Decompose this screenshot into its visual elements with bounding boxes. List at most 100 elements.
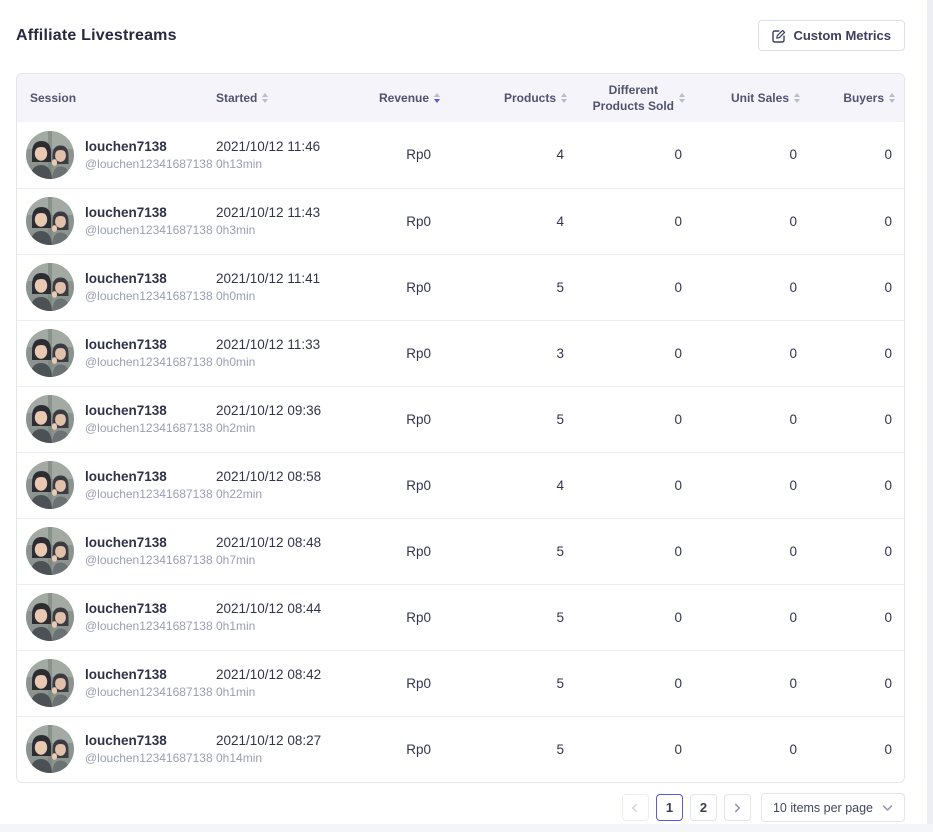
products-value: 4 <box>556 147 564 163</box>
column-header-started[interactable]: Started <box>202 74 365 122</box>
table-row[interactable]: louchen7138 @louchen12341687138 2021/10/… <box>17 517 904 584</box>
avatar <box>26 197 74 245</box>
sort-icon <box>262 93 269 104</box>
session-cell: louchen7138 @louchen12341687138 <box>26 725 213 774</box>
stream-duration: 0h14min <box>216 751 263 766</box>
unit-sales-value: 0 <box>694 319 809 386</box>
session-handle: @louchen12341687138 <box>85 421 213 435</box>
avatar <box>26 659 74 707</box>
buyers-value: 0 <box>809 253 904 320</box>
session-username: louchen7138 <box>85 403 167 418</box>
avatar <box>26 461 74 509</box>
avatar <box>26 329 74 377</box>
products-value: 5 <box>443 649 576 716</box>
session-username: louchen7138 <box>85 469 167 484</box>
custom-metrics-label: Custom Metrics <box>793 28 891 43</box>
table-row[interactable]: louchen7138 @louchen12341687138 2021/10/… <box>17 583 904 650</box>
different-products-sold-value: 0 <box>576 451 694 518</box>
stream-duration: 0h13min <box>216 156 263 171</box>
session-handle: @louchen12341687138 <box>85 487 213 501</box>
chevron-down-icon <box>882 801 893 815</box>
unit-sales-value: 0 <box>694 583 809 650</box>
table-row[interactable]: louchen7138 @louchen12341687138 2021/10/… <box>17 253 904 320</box>
column-header-buyers[interactable]: Buyers <box>809 74 904 122</box>
table-row[interactable]: louchen7138 @louchen12341687138 2021/10/… <box>17 649 904 716</box>
session-handle: @louchen12341687138 <box>85 223 213 237</box>
session-cell: louchen7138 @louchen12341687138 <box>26 527 213 575</box>
session-handle: @louchen12341687138 <box>85 685 213 699</box>
avatar <box>26 593 74 641</box>
sort-icon <box>794 93 800 104</box>
column-header-revenue[interactable]: Revenue <box>365 74 443 122</box>
products-value: 5 <box>443 517 576 584</box>
buyers-value: 0 <box>809 319 904 386</box>
avatar <box>26 263 74 311</box>
stream-duration: 0h7min <box>216 553 256 567</box>
table-row[interactable]: louchen7138 @louchen12341687138 2021/10/… <box>17 187 904 254</box>
table-header-row: Session Started Revenue Produ <box>17 74 904 122</box>
revenue-value: Rp0 <box>365 187 443 254</box>
started-datetime: 2021/10/12 11:43 <box>216 205 321 220</box>
session-cell: louchen7138 @louchen12341687138 <box>26 197 213 245</box>
column-header-unit-sales[interactable]: Unit Sales <box>694 74 809 122</box>
session-username: louchen7138 <box>85 271 167 286</box>
prev-page-button[interactable] <box>621 794 649 821</box>
stream-duration: 0h2min <box>216 421 256 435</box>
table-row[interactable]: louchen7138 @louchen12341687138 2021/10/… <box>17 715 904 782</box>
stream-duration: 0h1min <box>216 619 256 633</box>
products-value: 3 <box>443 319 576 386</box>
table-row[interactable]: louchen7138 @louchen12341687138 2021/10/… <box>17 451 904 518</box>
different-products-sold-value: 0 <box>576 319 694 386</box>
items-per-page-select[interactable]: 10 items per page <box>760 793 905 822</box>
avatar <box>26 395 74 443</box>
unit-sales-value: 0 <box>694 517 809 584</box>
sort-icon <box>679 93 685 103</box>
page-button-1[interactable]: 1 <box>655 794 683 821</box>
revenue-value: Rp0 <box>365 385 443 452</box>
products-value: 5 <box>443 715 576 782</box>
different-products-sold-value: 0 <box>576 385 694 452</box>
started-datetime: 2021/10/12 11:33 <box>216 337 321 352</box>
session-handle: @louchen12341687138 <box>85 619 213 633</box>
products-value: 5 <box>443 583 576 650</box>
unit-sales-value: 0 <box>694 253 809 320</box>
started-datetime: 2021/10/12 11:46 <box>216 138 321 154</box>
avatar <box>26 130 74 179</box>
started-datetime: 2021/10/12 11:41 <box>216 271 321 286</box>
session-cell: louchen7138 @louchen12341687138 <box>26 329 213 377</box>
session-handle: @louchen12341687138 <box>85 156 213 171</box>
unit-sales-value: 0 <box>694 715 809 782</box>
page-button-2[interactable]: 2 <box>689 794 717 821</box>
different-products-sold-value: 0 <box>674 147 682 163</box>
unit-sales-value: 0 <box>694 649 809 716</box>
revenue-value: Rp0 <box>365 451 443 518</box>
started-datetime: 2021/10/12 08:48 <box>216 535 322 550</box>
next-page-button[interactable] <box>723 794 751 821</box>
buyers-value: 0 <box>809 715 904 782</box>
session-cell: louchen7138 @louchen12341687138 <box>26 130 213 179</box>
avatar <box>26 527 74 575</box>
revenue-value: Rp0 <box>365 649 443 716</box>
session-handle: @louchen12341687138 <box>85 751 213 766</box>
buyers-value: 0 <box>809 649 904 716</box>
unit-sales-value: 0 <box>694 385 809 452</box>
scrollbar-track[interactable] <box>927 0 933 832</box>
table-row[interactable]: louchen7138 @louchen12341687138 2021/10/… <box>17 122 904 188</box>
livestreams-table: Session Started Revenue Produ <box>17 74 904 782</box>
table-row[interactable]: louchen7138 @louchen12341687138 2021/10/… <box>17 385 904 452</box>
column-header-different-products-sold[interactable]: Different Products Sold <box>576 74 694 122</box>
buyers-value: 0 <box>809 517 904 584</box>
different-products-sold-value: 0 <box>576 517 694 584</box>
page-header: Affiliate Livestreams Custom Metrics <box>0 0 933 51</box>
stream-duration: 0h22min <box>216 487 263 501</box>
started-datetime: 2021/10/12 08:42 <box>216 667 322 682</box>
avatar <box>26 725 74 774</box>
column-header-products[interactable]: Products <box>443 74 576 122</box>
session-username: louchen7138 <box>85 205 167 220</box>
table-row[interactable]: louchen7138 @louchen12341687138 2021/10/… <box>17 319 904 386</box>
revenue-value: Rp0 <box>365 253 443 320</box>
pagination: 1 2 10 items per page <box>16 793 905 822</box>
revenue-value: Rp0 <box>365 715 443 782</box>
products-value: 4 <box>443 451 576 518</box>
custom-metrics-button[interactable]: Custom Metrics <box>758 20 905 51</box>
